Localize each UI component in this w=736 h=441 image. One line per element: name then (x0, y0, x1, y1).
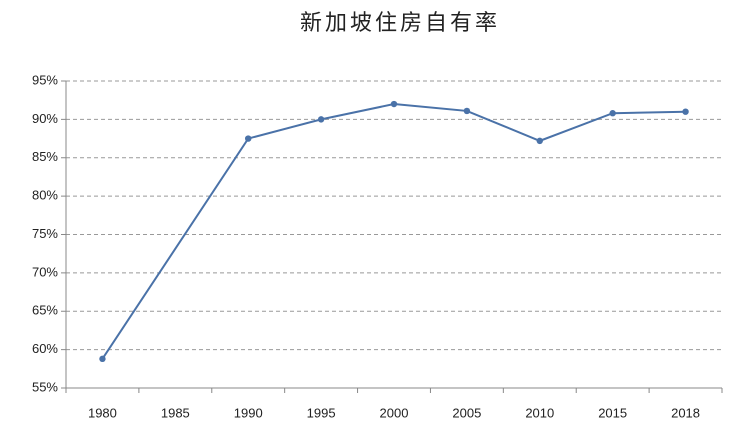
y-tick-label: 85% (32, 149, 58, 164)
data-point (609, 110, 616, 117)
x-tick-label: 1985 (161, 405, 190, 420)
x-tick-label: 2015 (598, 405, 627, 420)
data-point (245, 135, 252, 142)
x-tick-label: 2005 (452, 405, 481, 420)
x-tick-label: 1990 (234, 405, 263, 420)
y-tick-label: 95% (32, 72, 58, 87)
x-tick-label: 2010 (525, 405, 554, 420)
data-point (536, 137, 543, 145)
y-tick-label: 70% (32, 264, 58, 279)
chart-title: 新加坡住房自有率 (300, 11, 500, 36)
data-point (390, 100, 398, 108)
data-point (317, 116, 325, 123)
y-tick-label: 80% (32, 188, 58, 203)
x-tick-label: 1980 (88, 405, 117, 420)
y-tick-label: 90% (32, 111, 58, 126)
x-tick-label: 2018 (671, 405, 700, 420)
data-point (682, 108, 689, 115)
y-tick-label: 65% (32, 303, 58, 318)
y-tick-label: 55% (32, 379, 58, 394)
y-tick-label: 60% (32, 341, 58, 356)
data-point (463, 107, 471, 115)
x-tick-label: 1995 (307, 405, 336, 420)
y-tick-label: 75% (32, 226, 58, 241)
x-tick-label: 2000 (380, 405, 409, 420)
data-point (99, 355, 106, 363)
data-line (101, 103, 686, 360)
